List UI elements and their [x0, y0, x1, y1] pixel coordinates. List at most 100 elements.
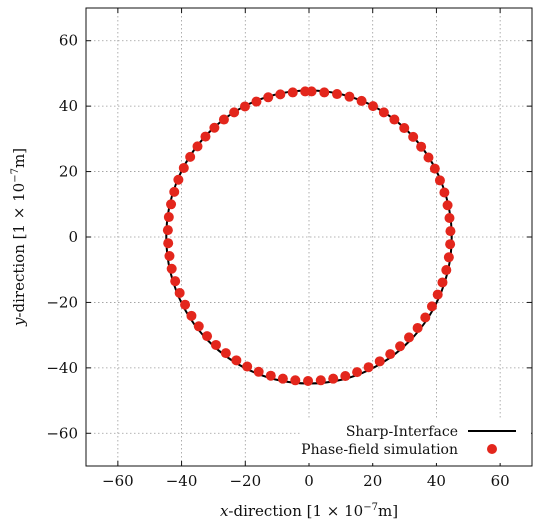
phase-field-point: [209, 122, 220, 133]
y-tick-label: −40: [46, 359, 78, 377]
phase-field-point: [202, 331, 213, 342]
phase-field-point: [185, 151, 196, 162]
phase-field-point: [395, 341, 406, 352]
phase-field-point: [163, 238, 174, 249]
y-axis-label-exponent: −7: [10, 168, 21, 183]
x-tick-label: −60: [102, 472, 134, 490]
phase-field-point: [404, 332, 415, 343]
phase-field-point: [180, 299, 191, 310]
y-tick-label: −60: [46, 424, 78, 442]
tick-labels: −60 −40 −20 0 20 40 60 −60 −40 −20 0 20 40 60: [46, 32, 509, 490]
phase-field-point: [319, 87, 330, 98]
phase-field-point: [220, 348, 231, 359]
phase-field-point: [253, 366, 264, 377]
x-tick-label: 20: [363, 472, 382, 490]
y-tick-label: −20: [46, 293, 78, 311]
y-axis-label: y-direction [1 × 10−7m]: [10, 148, 28, 327]
phase-field-point: [162, 225, 173, 236]
phase-field-point: [315, 375, 326, 386]
phase-field-point: [287, 87, 298, 98]
phase-field-point: [239, 101, 250, 112]
phase-field-point: [300, 86, 311, 97]
phase-field-point: [173, 174, 184, 185]
phase-field-point: [200, 131, 211, 142]
phase-field-point: [344, 91, 355, 102]
phase-field-point: [275, 89, 286, 100]
phase-field-point: [231, 355, 242, 366]
phase-field-point: [426, 301, 437, 312]
legend-label-sharp-interface: Sharp-Interface: [346, 424, 458, 440]
x-tick-label: 0: [304, 472, 314, 490]
phase-field-point: [445, 226, 456, 237]
phase-field-point: [378, 107, 389, 118]
phase-field-point: [178, 162, 189, 173]
phase-field-point: [374, 356, 385, 367]
phase-field-point: [434, 175, 445, 186]
phase-field-point: [416, 141, 427, 152]
phase-field-point: [332, 89, 343, 100]
phase-field-point: [193, 321, 204, 332]
phase-field-point: [356, 95, 367, 106]
phase-field-point: [385, 349, 396, 360]
phase-field-point: [363, 362, 374, 373]
phase-field-point: [164, 250, 175, 261]
phase-field-point: [210, 339, 221, 350]
x-axis-label: x-direction [1 × 10−7m]: [220, 502, 398, 520]
phase-field-point: [408, 131, 419, 142]
x-axis-label-main: -direction [1 × 10: [228, 502, 363, 520]
x-tick-label: 40: [427, 472, 446, 490]
grid: [86, 8, 532, 466]
phase-field-point: [445, 239, 456, 250]
legend-background: [300, 418, 531, 463]
phase-field-point: [328, 373, 339, 384]
phase-field-point: [242, 361, 253, 372]
phase-field-point: [265, 370, 276, 381]
y-tick-label: 60: [59, 32, 78, 50]
phase-field-point: [303, 375, 314, 386]
phase-field-point: [263, 92, 274, 103]
x-axis-label-exponent: −7: [363, 502, 378, 513]
phase-field-point: [420, 312, 431, 323]
phase-field-point: [290, 375, 301, 386]
x-tick-label: −40: [166, 472, 198, 490]
phase-field-point: [444, 213, 455, 224]
x-axis-label-var: x: [220, 502, 229, 520]
phase-field-point: [166, 199, 177, 210]
phase-field-point: [169, 186, 180, 197]
y-axis-label-unit: m]: [10, 148, 28, 168]
phase-field-point: [163, 212, 174, 223]
phase-field-point: [389, 114, 400, 125]
phase-field-point: [170, 276, 181, 287]
phase-field-point: [412, 322, 423, 333]
phase-field-point: [443, 252, 454, 263]
phase-field-point: [368, 101, 379, 112]
phase-field-point: [437, 277, 448, 288]
phase-field-point: [340, 371, 351, 382]
legend-swatch-phase-field: [487, 444, 497, 454]
phase-field-point: [352, 367, 363, 378]
phase-field-point: [218, 114, 229, 125]
phase-field-point: [441, 265, 452, 276]
phase-field-point: [429, 163, 440, 174]
y-tick-label: 20: [59, 163, 78, 181]
legend: Sharp-Interface Phase-field simulation: [300, 418, 531, 463]
legend-label-phase-field: Phase-field simulation: [301, 442, 458, 458]
phase-field-point: [442, 200, 453, 211]
phase-field-point: [423, 152, 434, 163]
y-axis-label-main: -direction [1 × 10: [10, 183, 28, 318]
y-tick-label: 40: [59, 97, 78, 115]
phase-field-point: [229, 107, 240, 118]
y-axis-label-var: y: [10, 317, 28, 327]
phase-field-point: [439, 187, 450, 198]
y-tick-label: 0: [68, 228, 78, 246]
phase-field-point: [277, 373, 288, 384]
phase-field-point: [251, 96, 262, 107]
x-axis-label-unit: m]: [378, 502, 398, 520]
phase-field-point: [399, 123, 410, 134]
phase-field-points-layer: [162, 86, 456, 386]
x-tick-label: −20: [229, 472, 261, 490]
phase-field-point: [186, 310, 197, 321]
phase-field-point: [174, 287, 185, 298]
x-tick-label: 60: [491, 472, 510, 490]
